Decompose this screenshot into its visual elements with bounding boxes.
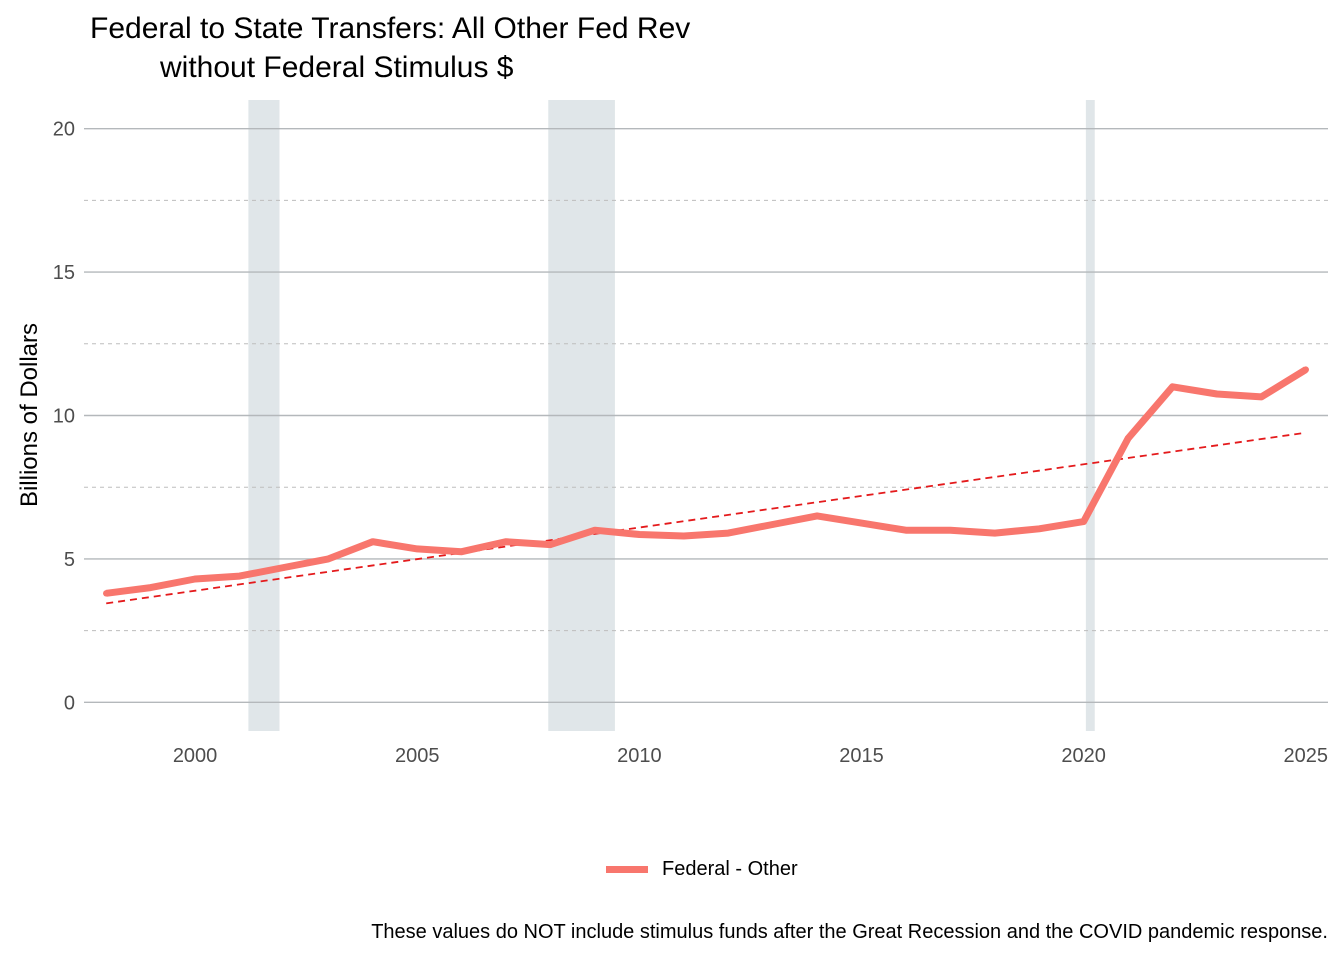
data-point: [769, 521, 776, 528]
data-point: [369, 538, 376, 545]
data-point: [236, 572, 243, 580]
y-tick-label: 20: [53, 119, 75, 141]
grid: [84, 127, 1328, 704]
legend-label-federal-other: Federal - Other: [662, 858, 798, 880]
x-axis-ticks: 2000 2005 2010 2015 2020 2025: [173, 745, 1328, 767]
data-point: [1169, 383, 1176, 391]
data-point: [191, 575, 199, 583]
series-line-federal-other: [105, 366, 1308, 597]
trend-line-group: [106, 431, 1306, 605]
data-point: [1258, 393, 1265, 401]
x-tick-label: 2025: [1284, 745, 1329, 767]
data-point: [858, 519, 865, 527]
data-point: [636, 531, 643, 538]
data-point: [902, 527, 910, 534]
data-point: [1124, 435, 1132, 442]
legend: Federal - Other: [606, 858, 798, 881]
data-point: [725, 529, 732, 537]
x-tick-label: 2020: [1061, 745, 1106, 767]
data-point: [1213, 390, 1221, 398]
data-point: [1302, 366, 1309, 373]
chart-title: Federal to State Transfers: All Other Fe…: [90, 12, 691, 45]
y-axis-ticks: 0 5 10 15 20: [53, 119, 75, 715]
data-point: [280, 564, 288, 571]
y-tick-label: 10: [53, 406, 75, 428]
y-tick-label: 5: [64, 549, 75, 571]
data-point: [325, 555, 332, 563]
y-tick-label: 0: [64, 692, 75, 714]
data-point: [947, 527, 954, 534]
y-tick-label: 15: [53, 262, 75, 284]
series-group: [103, 366, 1309, 597]
data-point: [103, 590, 110, 597]
x-tick-label: 2015: [839, 745, 884, 767]
x-tick-label: 2005: [395, 745, 440, 767]
data-point: [547, 541, 554, 548]
data-point: [991, 529, 998, 537]
chart-subtitle: without Federal Stimulus $: [160, 51, 514, 84]
legend-key-federal-other: [606, 866, 648, 873]
chart-caption: These values do NOT include stimulus fun…: [371, 921, 1328, 943]
x-tick-label: 2000: [173, 745, 218, 767]
data-point: [458, 548, 465, 555]
data-point: [1080, 518, 1087, 525]
data-point: [680, 532, 687, 540]
data-point: [502, 538, 510, 545]
x-tick-label: 2010: [617, 745, 662, 767]
data-point: [147, 584, 154, 591]
data-point: [591, 527, 599, 534]
data-point: [1036, 525, 1043, 532]
data-point: [813, 512, 821, 520]
data-point: [414, 545, 421, 553]
trend-line: [106, 431, 1306, 605]
